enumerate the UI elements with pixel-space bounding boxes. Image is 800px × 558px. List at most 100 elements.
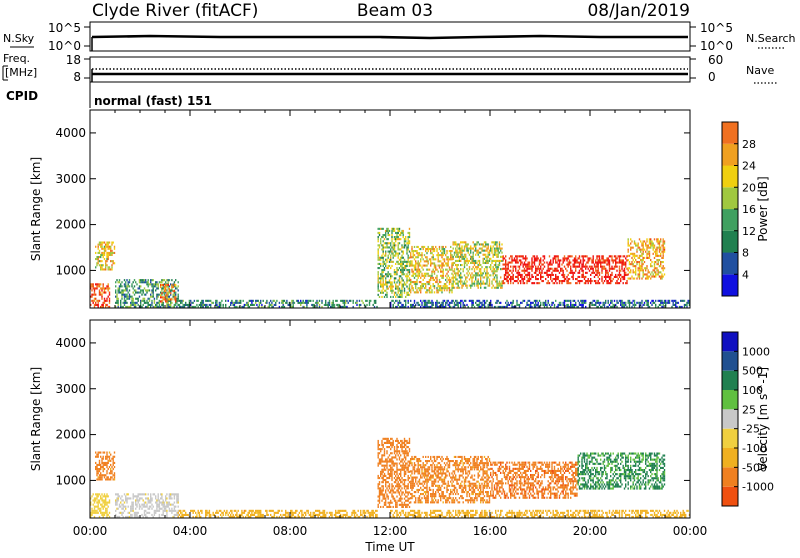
power-echo-cell bbox=[641, 269, 642, 271]
power-echo-cell bbox=[131, 300, 132, 302]
power-echo-cell bbox=[526, 270, 527, 272]
power-echo-cell bbox=[625, 266, 626, 268]
power-echo-cell bbox=[500, 287, 501, 289]
vel-echo-region bbox=[115, 493, 179, 518]
vel-echo-cell bbox=[103, 502, 104, 504]
power-echo-cell bbox=[255, 302, 256, 304]
power-echo-cell bbox=[100, 244, 101, 246]
vel-echo-cell bbox=[378, 506, 379, 508]
power-echo-cell bbox=[420, 281, 421, 283]
power-echo-cell bbox=[591, 266, 592, 268]
power-echo-cell bbox=[541, 264, 542, 266]
power-echo-cell bbox=[443, 300, 444, 302]
power-echo-cell bbox=[175, 298, 176, 300]
power-echo-cell bbox=[391, 228, 392, 230]
power-echo-cell bbox=[649, 243, 650, 245]
power-echo-cell bbox=[574, 264, 575, 266]
power-echo-cell bbox=[511, 302, 512, 304]
power-echo-cell bbox=[144, 287, 145, 289]
power-echo-cell bbox=[649, 257, 650, 259]
power-echo-cell bbox=[653, 273, 654, 275]
power-echo-cell bbox=[450, 289, 451, 291]
power-echo-cell bbox=[650, 243, 651, 245]
freq-label: Freq. bbox=[3, 52, 30, 65]
power-echo-cell bbox=[458, 283, 459, 285]
power-echo-cell bbox=[386, 238, 387, 240]
power-echo-cell bbox=[488, 276, 489, 278]
power-echo-cell bbox=[165, 286, 166, 288]
power-echo-cell bbox=[490, 264, 491, 266]
vel-echo-cell bbox=[113, 468, 114, 470]
power-echo-cell bbox=[453, 264, 454, 266]
power-echo-cell bbox=[506, 304, 507, 306]
power-echo-cell bbox=[518, 272, 519, 274]
power-echo-cell bbox=[610, 300, 611, 302]
vel-echo-cell bbox=[125, 495, 126, 497]
power-echo-cell bbox=[458, 248, 459, 250]
power-echo-cell bbox=[498, 283, 499, 285]
power-echo-cell bbox=[455, 250, 456, 252]
power-echo-cell bbox=[590, 274, 591, 276]
vel-echo-cell bbox=[155, 497, 156, 499]
power-echo-cell bbox=[641, 253, 642, 255]
power-echo-cell bbox=[633, 300, 634, 302]
power-echo-cell bbox=[639, 263, 640, 265]
power-echo-cell bbox=[423, 285, 424, 287]
vel-echo-cell bbox=[391, 483, 392, 485]
power-echo-cell bbox=[585, 264, 586, 266]
power-echo-cell bbox=[568, 257, 569, 259]
power-echo-cell bbox=[524, 276, 525, 278]
power-echo-cell bbox=[475, 274, 476, 276]
power-echo-cell bbox=[646, 255, 647, 257]
power-echo-cell bbox=[649, 247, 650, 249]
power-echo-cell bbox=[151, 292, 152, 294]
power-echo-cell bbox=[468, 260, 469, 262]
power-echo-cell bbox=[151, 302, 152, 304]
power-echo-cell bbox=[485, 274, 486, 276]
power-echo-cell bbox=[600, 302, 601, 304]
power-echo-cell bbox=[401, 292, 402, 294]
power-echo-cell bbox=[595, 302, 596, 304]
power-echo-cell bbox=[545, 302, 546, 304]
power-echo-cell bbox=[93, 283, 94, 285]
power-echo-cell bbox=[239, 302, 240, 304]
power-echo-cell bbox=[543, 264, 544, 266]
vel-echo-cell bbox=[293, 512, 294, 514]
vel-echo-cell bbox=[386, 465, 387, 467]
power-echo-cell bbox=[579, 255, 580, 257]
power-echo-cell bbox=[356, 300, 357, 302]
power-echo-cell bbox=[393, 304, 394, 306]
power-echo-cell bbox=[101, 287, 102, 289]
power-echo-cell bbox=[215, 300, 216, 302]
power-echo-cell bbox=[334, 304, 335, 306]
power-echo-cell bbox=[403, 232, 404, 234]
power-echo-cell bbox=[524, 257, 525, 259]
power-echo-cell bbox=[451, 265, 452, 267]
power-echo-cell bbox=[124, 296, 125, 298]
vel-echo-cell bbox=[158, 497, 159, 499]
power-echo-cell bbox=[620, 278, 621, 280]
vel-echo-cell bbox=[206, 512, 207, 514]
power-echo-cell bbox=[106, 260, 107, 262]
power-echo-cell bbox=[446, 285, 447, 287]
power-echo-cell bbox=[583, 264, 584, 266]
power-echo-cell bbox=[554, 278, 555, 280]
power-echo-cell bbox=[623, 255, 624, 257]
vel-echo-cell bbox=[105, 478, 106, 480]
power-echo-cell bbox=[435, 302, 436, 304]
power-echo-cell bbox=[424, 273, 425, 275]
power-echo-cell bbox=[416, 246, 417, 248]
power-echo-cell bbox=[573, 272, 574, 274]
power-echo-cell bbox=[415, 287, 416, 289]
power-echo-cell bbox=[535, 270, 536, 272]
vel-echo-cell bbox=[255, 510, 256, 512]
power-echo-cell bbox=[419, 304, 420, 306]
power-echo-cell bbox=[558, 276, 559, 278]
power-echo-cell bbox=[304, 302, 305, 304]
power-echo-cell bbox=[95, 298, 96, 300]
power-echo-cell bbox=[175, 279, 176, 281]
power-echo-cell bbox=[534, 300, 535, 302]
power-echo-cell bbox=[520, 255, 521, 257]
power-echo-cell bbox=[174, 281, 175, 283]
power-echo-cell bbox=[148, 283, 149, 285]
